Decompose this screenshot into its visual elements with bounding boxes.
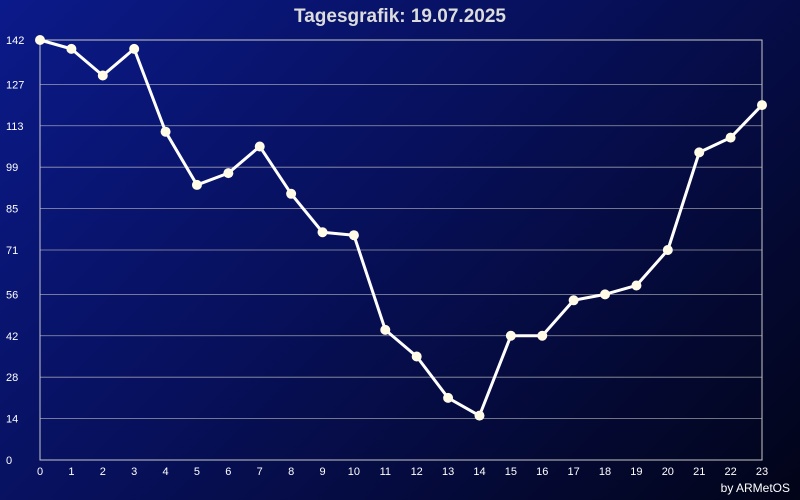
x-tick-label: 17 — [568, 466, 580, 478]
y-tick-label: 113 — [6, 121, 24, 133]
data-point — [662, 245, 673, 255]
x-tick-label: 22 — [724, 466, 736, 478]
series — [35, 35, 767, 421]
plot-frame — [39, 39, 763, 461]
data-point — [223, 168, 234, 179]
y-tick-label: 85 — [6, 204, 18, 216]
chart-title: Tagesgrafik: 19.07.2025 — [294, 6, 506, 27]
y-tick-label: 99 — [6, 162, 18, 174]
y-tick-label: 42 — [6, 331, 18, 343]
data-point — [160, 126, 171, 137]
x-tick-label: 23 — [756, 466, 768, 478]
data-point — [380, 324, 391, 335]
data-point — [537, 330, 548, 341]
credit-text: by ARMetOS — [720, 481, 790, 495]
data-point — [254, 141, 265, 152]
x-tick-label: 10 — [348, 466, 360, 478]
data-point — [348, 230, 359, 241]
x-tick-label: 9 — [319, 466, 325, 478]
x-tick-label: 3 — [131, 466, 137, 478]
data-point — [568, 295, 579, 306]
data-point — [631, 280, 642, 291]
x-tick-label: 21 — [693, 466, 705, 478]
y-tick-label: 28 — [6, 372, 18, 384]
data-point — [600, 289, 611, 300]
y-tick-label: 142 — [6, 35, 24, 47]
data-point — [286, 188, 297, 199]
x-tick-label: 16 — [536, 466, 548, 478]
plot-border — [39, 39, 763, 461]
y-tick-label: 0 — [6, 455, 12, 467]
x-tick-label: 6 — [225, 466, 231, 478]
data-point — [505, 330, 516, 341]
x-tick-label: 0 — [37, 466, 43, 478]
x-axis-ticks: 0 1 2 3 4 5 6 7 8 9 10 11 12 13 14 15 16 17 18 19 20 21 22 23 — [37, 466, 768, 478]
data-point — [725, 132, 736, 143]
data-point — [66, 43, 77, 54]
data-point — [129, 43, 140, 54]
data-point — [191, 179, 202, 190]
x-tick-label: 12 — [411, 466, 423, 478]
x-tick-label: 11 — [380, 466, 391, 478]
x-tick-label: 18 — [599, 466, 611, 478]
data-point — [474, 410, 485, 421]
y-axis-ticks: 0 14 28 42 56 71 85 99 113 127 142 — [6, 35, 24, 467]
series-line — [38, 38, 764, 418]
grid-lines — [40, 83, 762, 419]
y-tick-label: 14 — [6, 414, 18, 426]
x-tick-label: 14 — [473, 466, 485, 478]
x-tick-label: 7 — [257, 466, 263, 478]
x-tick-label: 20 — [662, 466, 674, 478]
data-point — [97, 70, 108, 81]
x-tick-label: 1 — [68, 466, 74, 478]
x-tick-label: 8 — [288, 466, 294, 478]
y-tick-label: 56 — [6, 289, 18, 301]
data-point — [411, 351, 422, 362]
data-point — [317, 227, 328, 238]
y-tick-label: 71 — [6, 245, 18, 257]
data-point — [757, 100, 767, 111]
data-point — [694, 147, 705, 158]
x-tick-label: 15 — [505, 466, 517, 478]
x-tick-label: 5 — [194, 466, 200, 478]
data-point — [35, 35, 45, 45]
x-tick-label: 13 — [442, 466, 454, 478]
x-tick-label: 4 — [163, 466, 169, 478]
data-point — [443, 392, 454, 403]
y-tick-label: 127 — [6, 79, 24, 91]
x-tick-label: 2 — [100, 466, 106, 478]
x-tick-label: 19 — [630, 466, 642, 478]
